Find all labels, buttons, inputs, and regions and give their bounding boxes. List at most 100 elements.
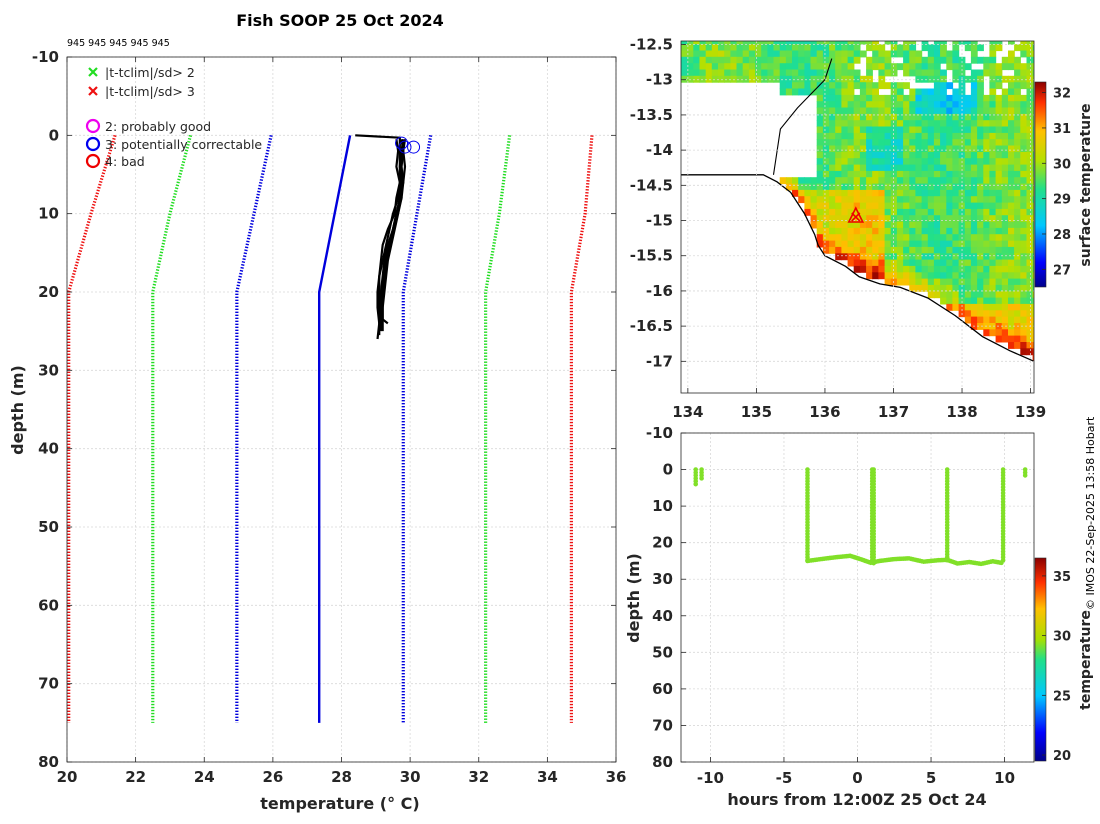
sst-cell	[847, 253, 855, 261]
sst-cell	[1001, 297, 1009, 305]
sst-cell	[903, 101, 910, 109]
sst-cell	[841, 113, 849, 121]
sst-cell	[829, 227, 836, 235]
sst-cell	[940, 56, 947, 64]
sst-cell	[1014, 240, 1021, 248]
sst-cell	[872, 177, 879, 185]
sst-cell	[1008, 227, 1015, 235]
sst-cell	[977, 278, 984, 286]
sst-cell	[847, 132, 855, 140]
sst-cell	[810, 177, 818, 185]
sst-cell	[872, 44, 879, 52]
sst-cell	[866, 240, 873, 248]
sst-cell	[1020, 310, 1028, 318]
sst-cell	[693, 41, 701, 45]
sst-cell	[983, 316, 991, 324]
sst-cell	[890, 196, 898, 204]
sst-cell	[1008, 329, 1015, 337]
sst-cell	[995, 145, 1003, 153]
sst-cell	[872, 259, 879, 267]
sst-cell	[1032, 94, 1034, 102]
sst-cell	[940, 272, 947, 280]
sst-cell	[995, 215, 1003, 223]
sst-cell	[964, 177, 972, 185]
sst-cell	[1008, 316, 1015, 324]
sst-cell	[989, 164, 997, 172]
sst-cell	[970, 69, 978, 77]
sst-cell	[1026, 278, 1034, 286]
sst-cell	[1026, 348, 1034, 356]
sst-cell	[859, 113, 867, 121]
sst-cell	[989, 221, 997, 229]
sst-cell	[915, 189, 923, 197]
sst-cell	[1020, 170, 1028, 178]
sst-cell	[952, 284, 960, 292]
sst-cell	[878, 132, 886, 140]
sst-cell	[1032, 316, 1034, 324]
sst-cell	[989, 189, 997, 197]
sst-cell	[909, 69, 917, 77]
sst-cell	[915, 50, 923, 58]
sst-cell	[872, 50, 879, 58]
sst-cell	[878, 227, 886, 235]
map-x-tick-label: 138	[946, 403, 977, 421]
sst-cell	[977, 323, 984, 330]
sst-cell	[859, 101, 867, 109]
sst-cell	[884, 82, 892, 90]
sst-cell	[835, 158, 842, 166]
sst-cell	[816, 189, 824, 197]
sst-cell	[773, 63, 781, 71]
sst-cell	[872, 265, 879, 273]
sst-cell	[952, 234, 960, 242]
sst-cell	[1001, 208, 1009, 216]
sst-cell	[866, 246, 873, 254]
sst-cell	[1020, 297, 1028, 305]
sst-cell	[952, 50, 960, 58]
sst-cell	[952, 126, 960, 134]
sst-cell	[983, 132, 991, 140]
sst-cell	[1001, 284, 1009, 292]
sst-cell	[927, 75, 935, 83]
sst-cell	[915, 139, 923, 147]
sst-cell	[964, 139, 972, 147]
sst-cell	[884, 164, 892, 172]
sst-cell	[1008, 41, 1015, 45]
sst-cell	[890, 113, 898, 121]
sst-cell	[995, 310, 1003, 318]
sst-cell	[995, 265, 1003, 273]
sst-cell	[1008, 183, 1015, 191]
sst-cell	[872, 189, 879, 197]
sst-cell	[711, 56, 719, 64]
sst-cell	[927, 132, 935, 140]
sst-cell	[829, 75, 836, 83]
sst-cell	[989, 132, 997, 140]
sst-cell	[1020, 259, 1028, 267]
sst-cell	[989, 107, 997, 115]
sst-cell	[940, 170, 947, 178]
sst-cell	[940, 139, 947, 147]
sst-cell	[798, 56, 805, 64]
sst-cell	[872, 183, 879, 191]
sst-cell	[878, 50, 886, 58]
sst-cell	[872, 101, 879, 109]
sst-cell	[730, 44, 738, 52]
temperature-colorbar-tick-label: 20	[1053, 749, 1071, 764]
sst-cell	[785, 56, 793, 64]
sst-cell	[761, 50, 768, 58]
sst-cell	[952, 145, 960, 153]
sst-cell	[730, 41, 738, 45]
sst-cell	[884, 170, 892, 178]
sst-cell	[822, 145, 830, 153]
sst-cell	[995, 208, 1003, 216]
sst-cell	[989, 202, 997, 210]
sst-cell	[909, 215, 917, 223]
sst-cell	[958, 75, 966, 83]
sst-cell	[872, 158, 879, 166]
sst-cell	[896, 253, 904, 261]
sst-cell	[853, 94, 861, 102]
sst-cell	[1026, 316, 1034, 324]
sst-cell	[952, 139, 960, 147]
sst-cell	[915, 278, 923, 286]
sst-cell	[859, 259, 867, 267]
sst-cell	[853, 177, 861, 185]
